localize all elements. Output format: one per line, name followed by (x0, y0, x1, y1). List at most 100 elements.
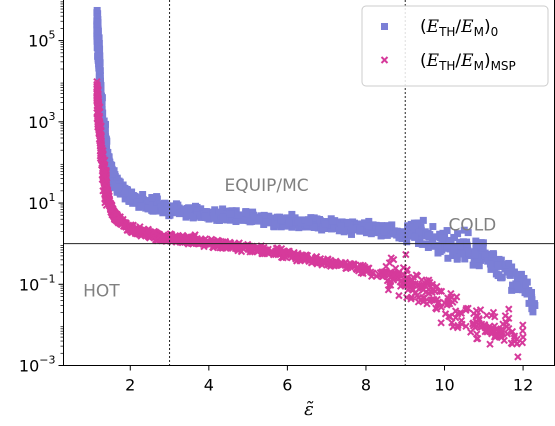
data-point (180, 205, 188, 213)
data-point (293, 256, 302, 264)
data-point (183, 211, 191, 219)
data-point (462, 304, 471, 313)
data-point (305, 218, 313, 226)
data-point (96, 45, 104, 53)
data-point (445, 312, 453, 321)
y-tick-label: 101 (28, 191, 55, 213)
data-point (248, 243, 257, 251)
x-tick-label: 8 (361, 376, 371, 395)
data-point (303, 221, 311, 229)
data-point (477, 323, 486, 331)
data-point (327, 225, 335, 233)
data-point (412, 271, 421, 279)
data-points (93, 6, 539, 361)
data-point (133, 198, 141, 206)
data-point (437, 319, 445, 327)
data-point (509, 281, 517, 289)
y-tick-label: 103 (28, 110, 55, 132)
data-point (94, 104, 102, 113)
data-point (389, 227, 397, 235)
data-point (434, 249, 442, 257)
data-point (498, 274, 506, 282)
data-point (386, 281, 395, 289)
data-point (494, 261, 502, 269)
data-point (150, 227, 159, 236)
legend-entry-MSP: (ETH/EM)MSP (380, 51, 516, 73)
data-point (94, 122, 102, 130)
data-point (472, 237, 480, 245)
data-point (148, 194, 156, 202)
data-point (94, 20, 102, 28)
data-point (340, 260, 349, 268)
data-point (95, 135, 104, 143)
data-point (100, 123, 108, 131)
data-point (94, 50, 102, 58)
data-point (174, 201, 182, 209)
data-point (97, 147, 105, 155)
data-point (227, 210, 235, 218)
data-point (396, 282, 405, 290)
data-point (377, 232, 385, 240)
data-point (431, 304, 440, 312)
data-point (472, 307, 481, 315)
data-point (457, 316, 466, 325)
data-point (294, 217, 302, 225)
data-point (453, 254, 461, 262)
data-point (456, 242, 464, 250)
data-point (288, 253, 296, 262)
data-point (519, 321, 527, 329)
data-point (107, 162, 115, 170)
data-point (93, 37, 101, 45)
data-point (491, 313, 499, 321)
data-point (437, 303, 445, 312)
legend: (ETH/EM)0 (ETH/EM)MSP (361, 5, 549, 87)
data-point (295, 224, 303, 232)
data-point (418, 232, 426, 240)
data-point (515, 277, 523, 285)
data-point (152, 198, 160, 206)
data-point (115, 183, 123, 191)
data-point (128, 226, 137, 234)
data-point (508, 340, 516, 348)
data-point (238, 216, 246, 224)
data-point (146, 199, 154, 207)
data-point (310, 214, 318, 222)
data-point (487, 265, 495, 273)
data-point (477, 239, 485, 247)
data-point (518, 338, 527, 347)
data-point (329, 217, 337, 225)
data-point (109, 168, 117, 176)
data-point (93, 81, 102, 89)
data-point (498, 328, 506, 336)
data-point (139, 191, 147, 199)
axis-ticks: 2 4 6 8 10 12 105 103 101 10−1 10−3 (19, 1, 533, 395)
data-point (505, 305, 513, 313)
data-point (258, 247, 266, 255)
data-point (356, 226, 364, 234)
data-point (251, 213, 259, 221)
data-point (168, 233, 176, 241)
data-point (525, 288, 533, 296)
data-point (347, 230, 355, 238)
data-point (335, 227, 343, 235)
data-point (100, 180, 109, 189)
series-MSP (93, 77, 527, 361)
data-point (201, 212, 209, 220)
data-point (226, 238, 234, 247)
data-point (520, 274, 528, 282)
data-point (519, 333, 527, 341)
data-point (522, 281, 530, 289)
data-point (235, 211, 243, 219)
x-tick-label: 2 (125, 376, 135, 395)
data-point (142, 204, 150, 212)
data-point (475, 262, 483, 270)
data-point (419, 216, 427, 224)
data-point (299, 254, 307, 262)
data-point (414, 298, 423, 306)
data-point (357, 269, 365, 277)
data-point (471, 251, 479, 259)
data-point (458, 250, 466, 258)
data-point (407, 295, 415, 303)
data-point (530, 300, 538, 308)
data-point (381, 271, 389, 279)
